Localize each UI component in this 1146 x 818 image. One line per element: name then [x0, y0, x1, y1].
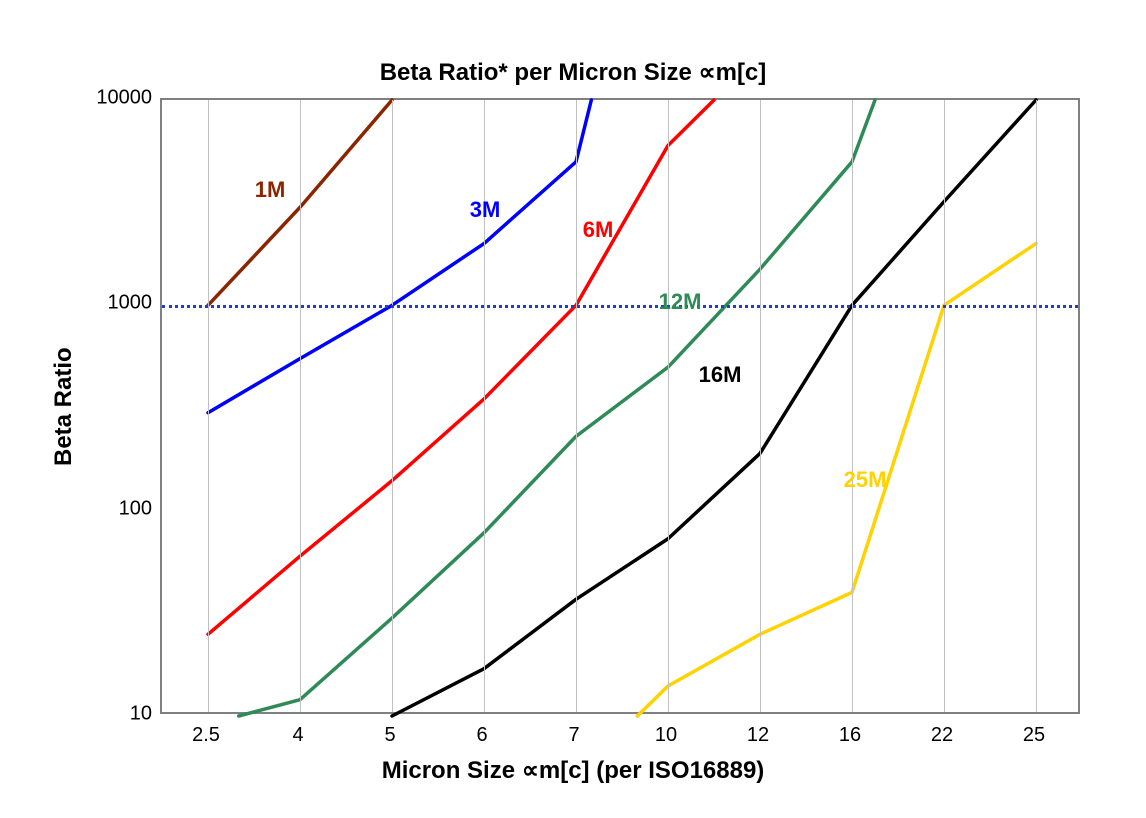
- chart-title: Beta Ratio* per Micron Size ∝m[c]: [0, 58, 1146, 87]
- y-tick-label: 100: [119, 497, 152, 520]
- x-gridline: [576, 100, 577, 712]
- x-gridline: [852, 100, 853, 712]
- plot-area: [160, 98, 1080, 714]
- y-tick-label: 10000: [96, 87, 152, 110]
- x-axis-label: Micron Size ∝m[c] (per ISO16889): [0, 756, 1146, 785]
- series-label-6M: 6M: [583, 217, 614, 243]
- x-gridline: [208, 100, 209, 712]
- x-gridline: [1036, 100, 1037, 712]
- x-gridline: [300, 100, 301, 712]
- y-axis-label: Beta Ratio: [50, 347, 78, 466]
- x-tick-label: 5: [384, 724, 395, 747]
- series-line-16M: [392, 100, 1036, 716]
- chart-container: Beta Ratio* per Micron Size ∝m[c] Micron…: [0, 0, 1146, 818]
- x-tick-label: 6: [476, 724, 487, 747]
- series-label-25M: 25M: [844, 467, 887, 493]
- x-gridline: [944, 100, 945, 712]
- series-label-3M: 3M: [470, 197, 501, 223]
- x-tick-label: 25: [1023, 724, 1045, 747]
- x-tick-label: 10: [655, 724, 677, 747]
- x-tick-label: 12: [747, 724, 769, 747]
- reference-line-1000: [162, 305, 1078, 308]
- x-gridline: [668, 100, 669, 712]
- x-tick-label: 2.5: [192, 724, 220, 747]
- x-tick-label: 4: [292, 724, 303, 747]
- x-tick-label: 22: [931, 724, 953, 747]
- x-gridline: [760, 100, 761, 712]
- series-label-1M: 1M: [255, 177, 286, 203]
- series-label-16M: 16M: [699, 362, 742, 388]
- x-gridline: [392, 100, 393, 712]
- y-tick-label: 1000: [108, 292, 153, 315]
- x-tick-label: 16: [839, 724, 861, 747]
- x-tick-label: 7: [568, 724, 579, 747]
- series-line-3M: [208, 100, 591, 413]
- y-tick-label: 10: [130, 703, 152, 726]
- x-gridline: [484, 100, 485, 712]
- series-label-12M: 12M: [659, 289, 702, 315]
